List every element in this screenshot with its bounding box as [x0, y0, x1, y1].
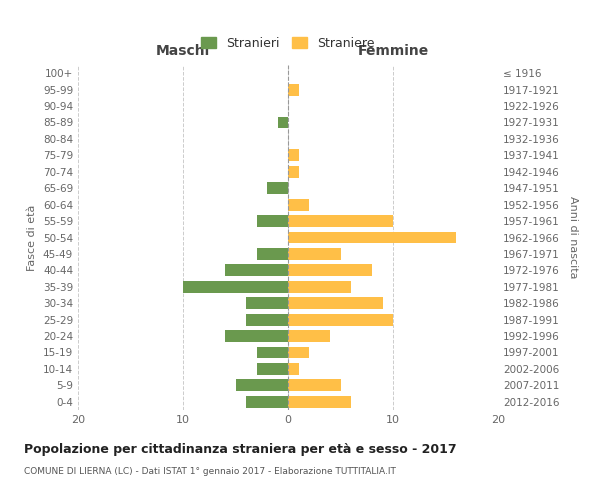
Bar: [246, 314, 288, 326]
Bar: [288, 281, 351, 292]
Bar: [257, 215, 288, 227]
Text: COMUNE DI LIERNA (LC) - Dati ISTAT 1° gennaio 2017 - Elaborazione TUTTITALIA.IT: COMUNE DI LIERNA (LC) - Dati ISTAT 1° ge…: [24, 468, 396, 476]
Bar: [288, 346, 309, 358]
Bar: [288, 198, 309, 210]
Bar: [288, 84, 299, 96]
Text: Maschi: Maschi: [156, 44, 210, 59]
Bar: [267, 182, 288, 194]
Bar: [225, 264, 288, 276]
Bar: [288, 215, 393, 227]
Bar: [257, 363, 288, 375]
Bar: [288, 264, 372, 276]
Bar: [288, 330, 330, 342]
Bar: [288, 314, 393, 326]
Bar: [288, 150, 299, 162]
Text: Popolazione per cittadinanza straniera per età e sesso - 2017: Popolazione per cittadinanza straniera p…: [24, 442, 457, 456]
Y-axis label: Anni di nascita: Anni di nascita: [568, 196, 578, 279]
Bar: [288, 363, 299, 375]
Bar: [288, 232, 456, 243]
Bar: [225, 330, 288, 342]
Bar: [183, 281, 288, 292]
Y-axis label: Fasce di età: Fasce di età: [28, 204, 37, 270]
Bar: [257, 346, 288, 358]
Bar: [235, 380, 288, 392]
Bar: [246, 396, 288, 407]
Bar: [246, 298, 288, 309]
Bar: [288, 298, 383, 309]
Bar: [257, 248, 288, 260]
Legend: Stranieri, Straniere: Stranieri, Straniere: [197, 34, 379, 54]
Bar: [277, 116, 288, 128]
Text: Femmine: Femmine: [358, 44, 428, 59]
Bar: [288, 166, 299, 177]
Bar: [288, 380, 341, 392]
Bar: [288, 248, 341, 260]
Bar: [288, 396, 351, 407]
